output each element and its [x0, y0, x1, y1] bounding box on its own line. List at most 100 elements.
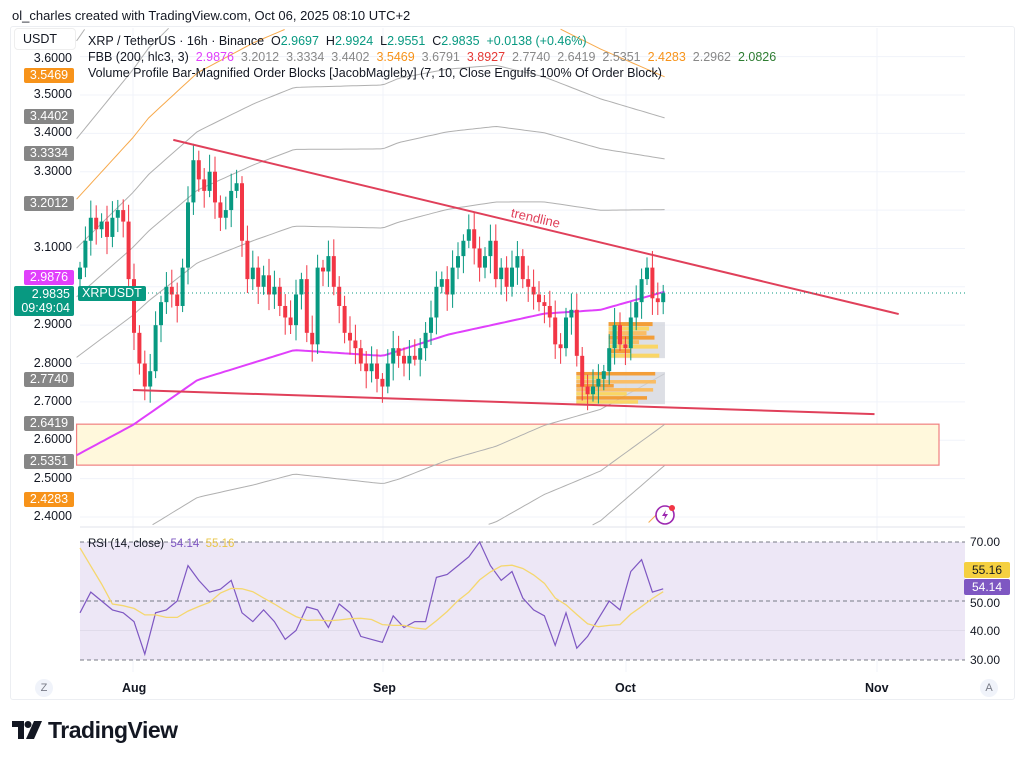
fbb-band-line	[76, 27, 169, 140]
candle-body	[515, 256, 520, 268]
trendlines	[132, 138, 899, 416]
candle-body	[412, 355, 417, 360]
candle-body	[121, 210, 126, 222]
price-tick: 2.9000	[33, 317, 72, 332]
candle	[337, 276, 342, 324]
close-value: 2.9835	[441, 34, 480, 48]
candle	[142, 350, 147, 401]
tradingview-logo[interactable]: TradingView	[12, 716, 178, 744]
candle	[493, 224, 498, 288]
candle-body	[639, 279, 644, 303]
candle-body	[83, 240, 88, 268]
candle	[358, 339, 363, 372]
candle	[83, 226, 88, 278]
auto-scale-button[interactable]: A	[980, 679, 998, 697]
candle-body	[407, 355, 412, 364]
candle	[126, 204, 131, 287]
candle-body	[450, 267, 455, 295]
candle	[520, 249, 525, 289]
time-label-aug: Aug	[122, 681, 147, 695]
candle-body	[223, 210, 228, 218]
fbb-band-line	[592, 465, 665, 526]
rsi-tick: 70.00	[970, 535, 1001, 549]
candle-body	[283, 305, 288, 318]
candle-body	[256, 267, 261, 287]
price-tag: 3.3334	[24, 146, 74, 161]
candle-body	[445, 279, 450, 295]
candle-body	[591, 386, 595, 395]
candle	[569, 293, 574, 335]
candle	[121, 199, 126, 238]
candle	[623, 336, 628, 366]
candle-body	[288, 317, 293, 326]
candle-body	[148, 371, 153, 387]
candle-body	[110, 217, 115, 237]
fbb-bands	[76, 27, 665, 526]
price-tick: 2.4000	[33, 508, 72, 523]
time-label-oct: Oct	[615, 681, 636, 695]
bar-countdown: 09:49:04	[21, 301, 70, 315]
open-value: 2.9697	[280, 34, 319, 48]
rsi-title[interactable]: RSI (14, close)	[88, 538, 165, 550]
candle-body	[634, 302, 639, 318]
candle	[277, 277, 282, 317]
candle	[612, 307, 617, 365]
candle	[456, 242, 460, 280]
candle-body	[623, 344, 628, 349]
candle-body	[612, 325, 617, 349]
rsi-line	[79, 540, 664, 657]
volume-profile-bar	[608, 331, 647, 336]
candle-body	[418, 348, 423, 360]
candle	[207, 154, 212, 198]
price-tick: 2.5000	[33, 470, 72, 485]
candle-body	[596, 378, 601, 387]
alert-icon[interactable]	[655, 505, 675, 525]
candle	[159, 295, 163, 343]
fbb-band-line	[76, 125, 665, 298]
candle-body	[342, 305, 347, 333]
candle-body	[531, 286, 536, 295]
symbol-title[interactable]: XRP / TetherUS · 16h · Binance	[88, 34, 265, 48]
rsi-ma-line	[79, 547, 664, 630]
fbb-basis-line	[76, 290, 665, 457]
candle	[510, 250, 514, 297]
fbb-title[interactable]: FBB (200, hlc3, 3)	[88, 50, 189, 64]
candle	[105, 205, 109, 255]
candle	[369, 346, 374, 383]
candle-body	[547, 305, 552, 318]
candle	[348, 316, 352, 355]
price-tick: 2.6000	[33, 432, 72, 447]
rsi-value-tag: 54.14	[964, 579, 1010, 595]
candle	[526, 265, 531, 302]
zoom-button[interactable]: Z	[35, 679, 53, 697]
candle	[115, 199, 120, 233]
candle	[423, 322, 428, 361]
chart-frame	[10, 26, 1015, 700]
candle	[429, 300, 433, 346]
candle	[196, 150, 201, 192]
candle-body	[196, 160, 201, 180]
change-value: +0.0138 (+0.46%)	[486, 34, 587, 48]
current-price-tag: 2.9835 09:49:04	[14, 286, 74, 316]
price-tick: 3.4000	[33, 125, 72, 140]
candle-body	[553, 317, 558, 345]
volume-profile-legend[interactable]: Volume Profile Bar-Magnified Order Block…	[88, 66, 662, 80]
candle	[580, 347, 585, 401]
candle-body	[385, 363, 390, 387]
candle-body	[375, 363, 379, 379]
candle	[88, 200, 93, 256]
currency-button[interactable]: USDT	[14, 28, 76, 50]
candle-body	[277, 286, 282, 306]
candle-body	[88, 217, 93, 241]
candle-body	[294, 294, 298, 326]
candle	[288, 300, 293, 335]
candle-body	[207, 171, 212, 191]
candle	[364, 351, 369, 389]
candle	[321, 259, 325, 287]
rsi-tick: 40.00	[970, 624, 1001, 638]
candle	[650, 250, 655, 315]
candle-body	[250, 267, 255, 280]
candle	[304, 265, 309, 343]
candle-body	[574, 309, 579, 356]
